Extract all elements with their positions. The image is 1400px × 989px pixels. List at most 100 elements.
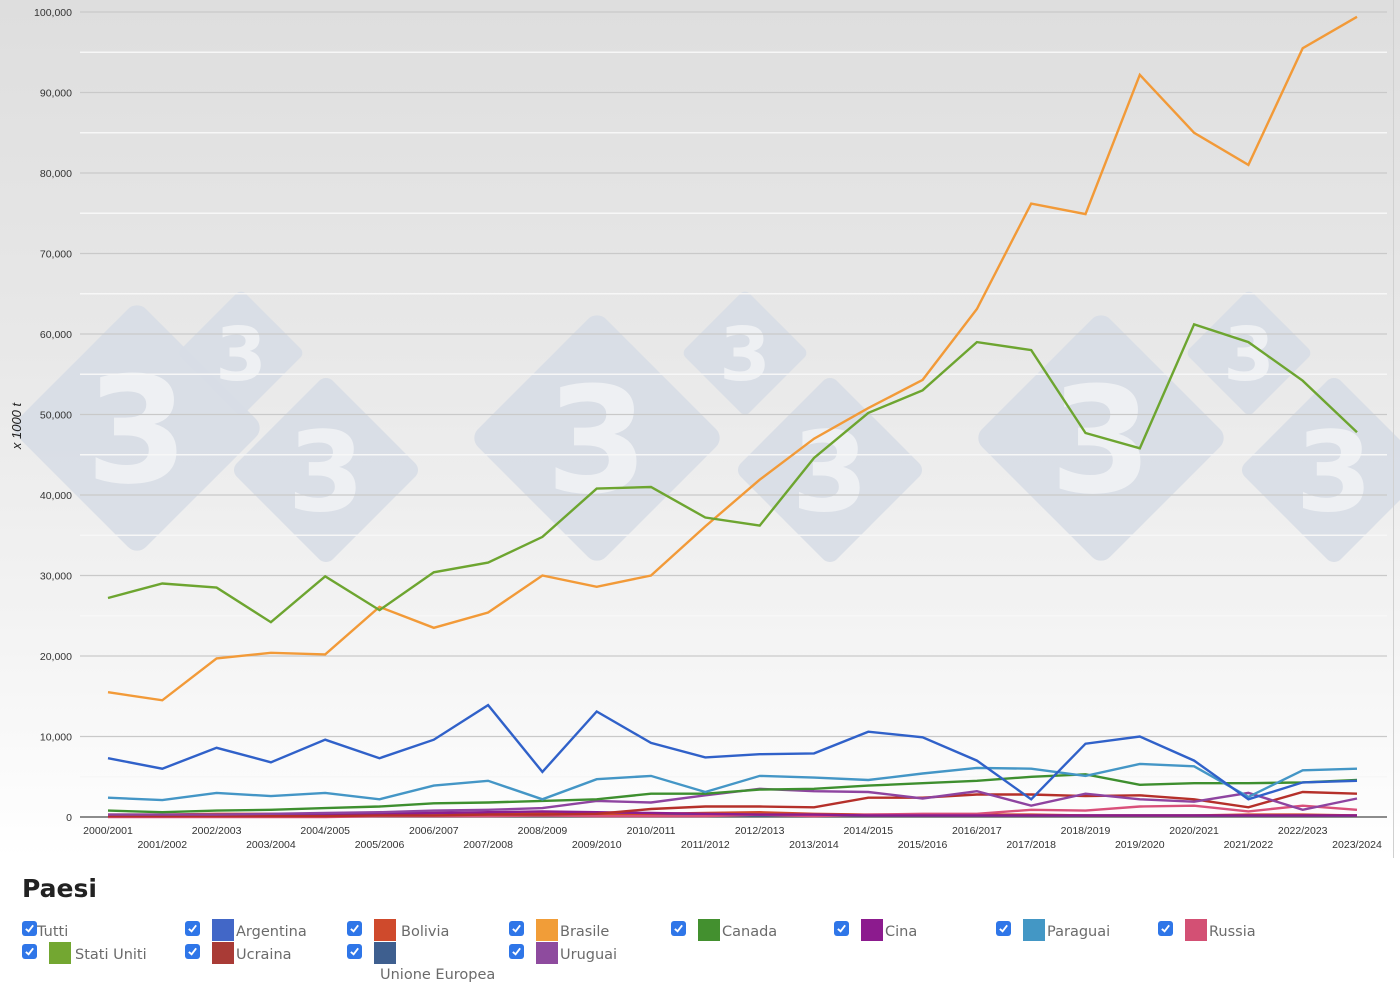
legend-item-bolivia[interactable]: Bolivia [347,919,449,943]
legend-item-canada[interactable]: Canada [671,919,777,943]
legend-label: Ucraina [236,947,292,963]
x-tick-label: 2009/2010 [572,839,622,851]
x-tick-label: 2010/2011 [627,825,676,837]
svg-text:3: 3 [1050,355,1152,527]
x-tick-label: 2016/2017 [952,825,1002,837]
x-tick-label: 2020/2021 [1169,825,1219,837]
checkbox-checked-icon[interactable] [1158,921,1173,936]
legend-item-stati-uniti[interactable]: Stati Uniti [22,942,147,966]
series-line-paraguai[interactable] [107,762,1358,802]
x-tick-label: 2005/2006 [355,839,405,851]
legend-label: Paraguai [1047,924,1111,940]
legend-label: Russia [1209,924,1256,940]
series-line-stati-uniti[interactable] [107,322,1358,624]
series-line-ucraina[interactable] [108,790,1358,818]
legend-item-russia[interactable]: Russia [1158,919,1256,943]
y-tick-label: 50,000 [40,410,72,422]
svg-text:3: 3 [86,345,188,517]
color-swatch [698,919,720,941]
color-swatch [861,919,883,941]
legend-label: Cina [885,924,918,940]
legend-label: Unione Europea [380,967,496,983]
y-tick-label: 90,000 [40,88,72,100]
legend-item-argentina[interactable]: Argentina [185,919,307,943]
series-line-argentina[interactable] [107,703,1358,801]
checkbox-checked-icon[interactable] [671,921,686,936]
series-line-canada[interactable] [107,773,1358,814]
legend-item-tutti[interactable]: Tutti [22,919,68,943]
checkbox-checked-icon[interactable] [996,921,1011,936]
y-tick-label: 0 [66,812,72,824]
y-tick-label: 80,000 [40,168,72,180]
line-chart: 3 33 3 33 3 33 0 10,000 20,000 30,000 40,000 50,000… [14,7,1400,851]
checkbox-checked-icon[interactable] [185,921,200,936]
y-tick-label: 100,000 [34,7,72,19]
x-tick-label: 2021/2022 [1224,839,1274,851]
color-swatch [49,942,71,964]
legend-title: Paesi [22,874,97,903]
x-tick-label: 2008/2009 [518,825,568,837]
color-swatch [374,919,396,941]
legend-label: Bolivia [401,924,450,940]
svg-text:3: 3 [719,313,770,398]
color-swatch [212,919,234,941]
checkbox-checked-icon[interactable] [347,921,362,936]
legend-item-paraguai[interactable]: Paraguai [996,919,1110,943]
checkbox-checked-icon[interactable] [22,921,37,936]
y-axis-title: x 1000 t [8,402,24,450]
checkbox-checked-icon[interactable] [185,944,200,959]
legend-item-brasile[interactable]: Brasile [509,919,609,943]
chart-area: 3 3 3 3 3 3 3 3 3 0 10,000 20,000 30,000 40,000 50,000… [0,0,1400,858]
x-tick-label: 2017/2018 [1006,839,1056,851]
color-swatch [212,942,234,964]
legend-label: Tutti [37,924,69,940]
y-tick-label: 10,000 [40,732,72,744]
watermark-logo: 3 33 3 33 3 33 [14,291,1400,563]
x-tick-label: 2007/2008 [463,839,513,851]
checkbox-checked-icon[interactable] [834,921,849,936]
svg-text:3: 3 [546,355,648,527]
checkbox-checked-icon[interactable] [22,944,37,959]
x-tick-label: 2014/2015 [843,825,893,837]
legend-label: Canada [722,924,778,940]
series-line-brasile[interactable] [107,15,1358,702]
x-tick-label: 2019/2020 [1115,839,1165,851]
x-tick-label: 2015/2016 [898,839,948,851]
x-tick-label: 2022/2023 [1278,825,1328,837]
x-tick-label: 2013/2014 [789,839,839,851]
color-swatch [374,942,396,964]
y-tick-label: 60,000 [40,329,72,341]
y-tick-label: 30,000 [40,571,72,583]
checkbox-checked-icon[interactable] [509,921,524,936]
color-swatch [536,942,558,964]
checkbox-checked-icon[interactable] [347,944,362,959]
legend-label: Uruguai [560,947,618,963]
x-tick-label: 2023/2024 [1332,839,1382,851]
x-tick-label: 2018/2019 [1061,825,1111,837]
legend-item-unione-europea[interactable]: Unione Europea [347,942,495,983]
y-tick-label: 20,000 [40,651,72,663]
x-tick-label: 2000/2001 [83,825,133,837]
series-line-cina[interactable] [108,810,1357,818]
legend-label: Argentina [236,924,307,940]
svg-text:3: 3 [215,313,266,398]
x-tick-label: 2012/2013 [735,825,785,837]
legend-panel: Paesi Tutti Argentina Bolivia Brasile Ca… [0,858,1400,989]
color-swatch [536,919,558,941]
color-swatch [1023,919,1045,941]
legend-item-uruguai[interactable]: Uruguai [509,942,617,966]
chart-right-border [1393,0,1394,858]
checkbox-checked-icon[interactable] [509,944,524,959]
x-tick-label: 2001/2002 [137,839,187,851]
legend-label: Brasile [560,924,610,940]
x-tick-label: 2011/2012 [681,839,730,851]
x-tick-label: 2006/2007 [409,825,459,837]
y-tick-label: 40,000 [40,490,72,502]
svg-text:3: 3 [288,409,365,537]
x-tick-label: 2004/2005 [300,825,350,837]
svg-text:3: 3 [1296,409,1373,537]
legend-label: Stati Uniti [75,947,147,963]
legend-item-cina[interactable]: Cina [834,919,917,943]
legend-item-ucraina[interactable]: Ucraina [185,942,292,966]
x-tick-label: 2003/2004 [246,839,296,851]
